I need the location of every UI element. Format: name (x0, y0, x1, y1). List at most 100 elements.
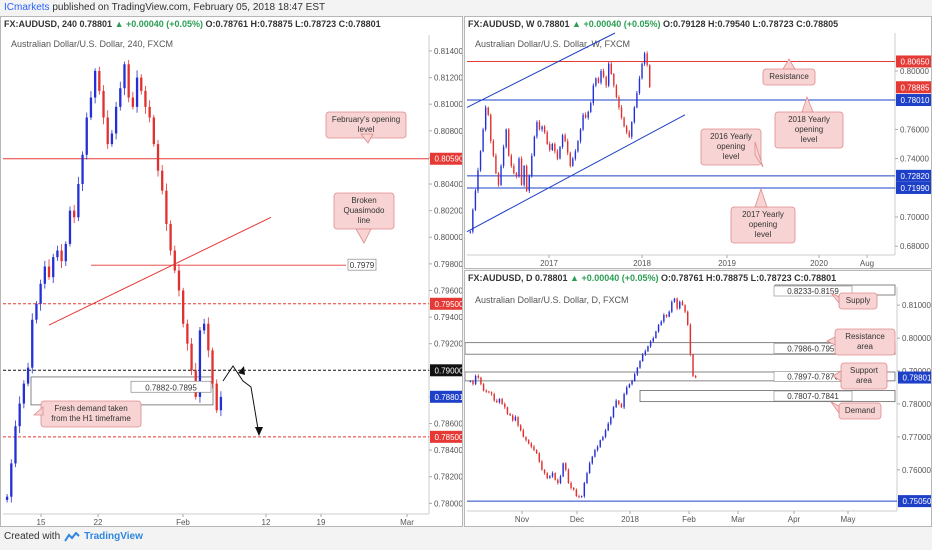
daily-resistance-callout-text: Resistance (845, 332, 885, 341)
h4-candle (182, 290, 185, 324)
h4-x-tick-label: Mar (400, 518, 414, 527)
h4-candle (198, 330, 202, 397)
h4-candle (110, 133, 114, 145)
daily-candle (660, 321, 662, 325)
weekly-price-label: 0.72820 (901, 172, 930, 181)
h4-candle (144, 90, 147, 107)
weekly-candle (600, 70, 602, 83)
h4-candle (77, 184, 80, 218)
daily-x-tick-label: Nov (515, 515, 529, 524)
h4-candle (119, 88, 122, 107)
h4-x-tick-label: 19 (317, 518, 326, 527)
daily-candle (633, 374, 636, 381)
daily-candle (607, 423, 609, 431)
weekly-resistance-callout-text: Resistance (769, 72, 809, 81)
daily-candle (501, 399, 503, 404)
weekly-y-tick-label: 0.74000 (900, 155, 929, 164)
weekly-candle (549, 144, 551, 150)
h4-arrow-down-icon (255, 427, 263, 436)
h4-price-label: 0.78801 (435, 393, 463, 402)
h4-projection-path (222, 365, 260, 436)
weekly-candle (582, 114, 584, 130)
daily-candle (565, 463, 567, 470)
weekly-candle (633, 107, 636, 123)
weekly-candle (528, 176, 530, 191)
h4-qm-value: 0.7979 (350, 261, 375, 270)
weekly-candle (649, 65, 651, 88)
h4-candle (56, 250, 59, 258)
weekly-2017-open-callout-text: level (755, 230, 772, 239)
weekly-candle (536, 122, 538, 137)
daily-candle (694, 375, 697, 378)
daily-ohlc: O:0.78761 H:0.78875 L:0.78723 C:0.78801 (661, 273, 837, 283)
h4-candle (140, 77, 143, 91)
h4-candle (161, 170, 164, 191)
weekly-candle (520, 158, 523, 185)
h4-candle (215, 383, 218, 411)
weekly-candle (482, 129, 484, 152)
weekly-candle (518, 158, 520, 177)
daily-supply-callout-text: Supply (846, 296, 870, 305)
h4-y-tick-label: 0.78600 (434, 420, 463, 429)
daily-x-tick-label: Apr (788, 515, 801, 524)
weekly-candle (584, 114, 587, 118)
h4-y-tick-label: 0.81000 (434, 100, 463, 109)
weekly-candle (546, 132, 548, 144)
publisher-link[interactable]: ICmarkets (4, 2, 50, 13)
daily-candle (689, 324, 692, 355)
h4-x-tick-label: 15 (37, 518, 46, 527)
h4-change: ▲ +0.00040 (+0.05%) (114, 19, 206, 29)
weekly-ohlc: O:0.79128 H:0.79540 L:0.78723 C:0.78805 (663, 19, 839, 29)
daily-chart-panel[interactable]: FX:AUDUSD, D 0.78801 ▲ +0.00040 (+0.05%)… (464, 270, 932, 527)
daily-candle (578, 496, 580, 498)
h4-qm-value-box (347, 258, 377, 271)
daily-candle (665, 315, 668, 317)
daily-candle (618, 400, 620, 404)
daily-candle (594, 450, 596, 457)
h4-candle (148, 106, 151, 118)
weekly-candle (631, 122, 633, 137)
h4-candle (39, 283, 42, 304)
h4-price-label-bg (430, 152, 462, 165)
weekly-candle (556, 151, 559, 159)
daily-zone-label-box (773, 390, 853, 402)
daily-candle (588, 463, 591, 474)
weekly-candle (566, 141, 569, 153)
weekly-price-label: 0.80650 (901, 57, 930, 66)
h4-feb-open-callout-tail (360, 133, 374, 144)
weekly-candle (492, 141, 495, 156)
daily-candle (469, 380, 472, 382)
weekly-y-tick-label: 0.76000 (900, 125, 929, 134)
weekly-price-label-bg (896, 94, 931, 107)
weekly-candle (610, 63, 612, 74)
daily-candle (551, 473, 554, 477)
daily-candle (559, 476, 562, 483)
h4-chart-panel[interactable]: FX:AUDUSD, 240 0.78801 ▲ +0.00040 (+0.05… (0, 16, 463, 527)
tradingview-brand[interactable]: TradingView (84, 531, 143, 542)
daily-candle (676, 298, 678, 309)
h4-feb-open-callout-text: level (358, 125, 375, 134)
daily-candle (519, 425, 522, 431)
weekly-chart-panel[interactable]: FX:AUDUSD, W 0.78801 ▲ +0.00040 (+0.05%)… (464, 16, 932, 269)
weekly-x-tick-label: 2019 (718, 259, 736, 268)
daily-candle (517, 417, 519, 426)
daily-candle (562, 463, 564, 477)
h4-chart-title: Australian Dollar/U.S. Dollar, 240, FXCM (11, 39, 173, 49)
daily-candle (570, 483, 572, 488)
daily-chart-title: Australian Dollar/U.S. Dollar, D, FXCM (475, 295, 629, 305)
daily-candle (527, 440, 530, 444)
daily-x-tick-label: May (840, 515, 855, 524)
weekly-candle (636, 92, 638, 108)
weekly-candle (618, 97, 620, 108)
h4-price-label-bg (430, 297, 462, 310)
h4-candle (73, 210, 76, 218)
daily-price-label: 0.75050 (903, 497, 932, 506)
weekly-candle (513, 165, 515, 174)
daily-x-tick-label: Feb (682, 515, 696, 524)
weekly-candle (508, 129, 510, 156)
h4-candle (98, 70, 101, 91)
daily-x-tick-label: 2018 (621, 515, 639, 524)
daily-candle (549, 476, 551, 479)
weekly-candle (605, 76, 607, 86)
